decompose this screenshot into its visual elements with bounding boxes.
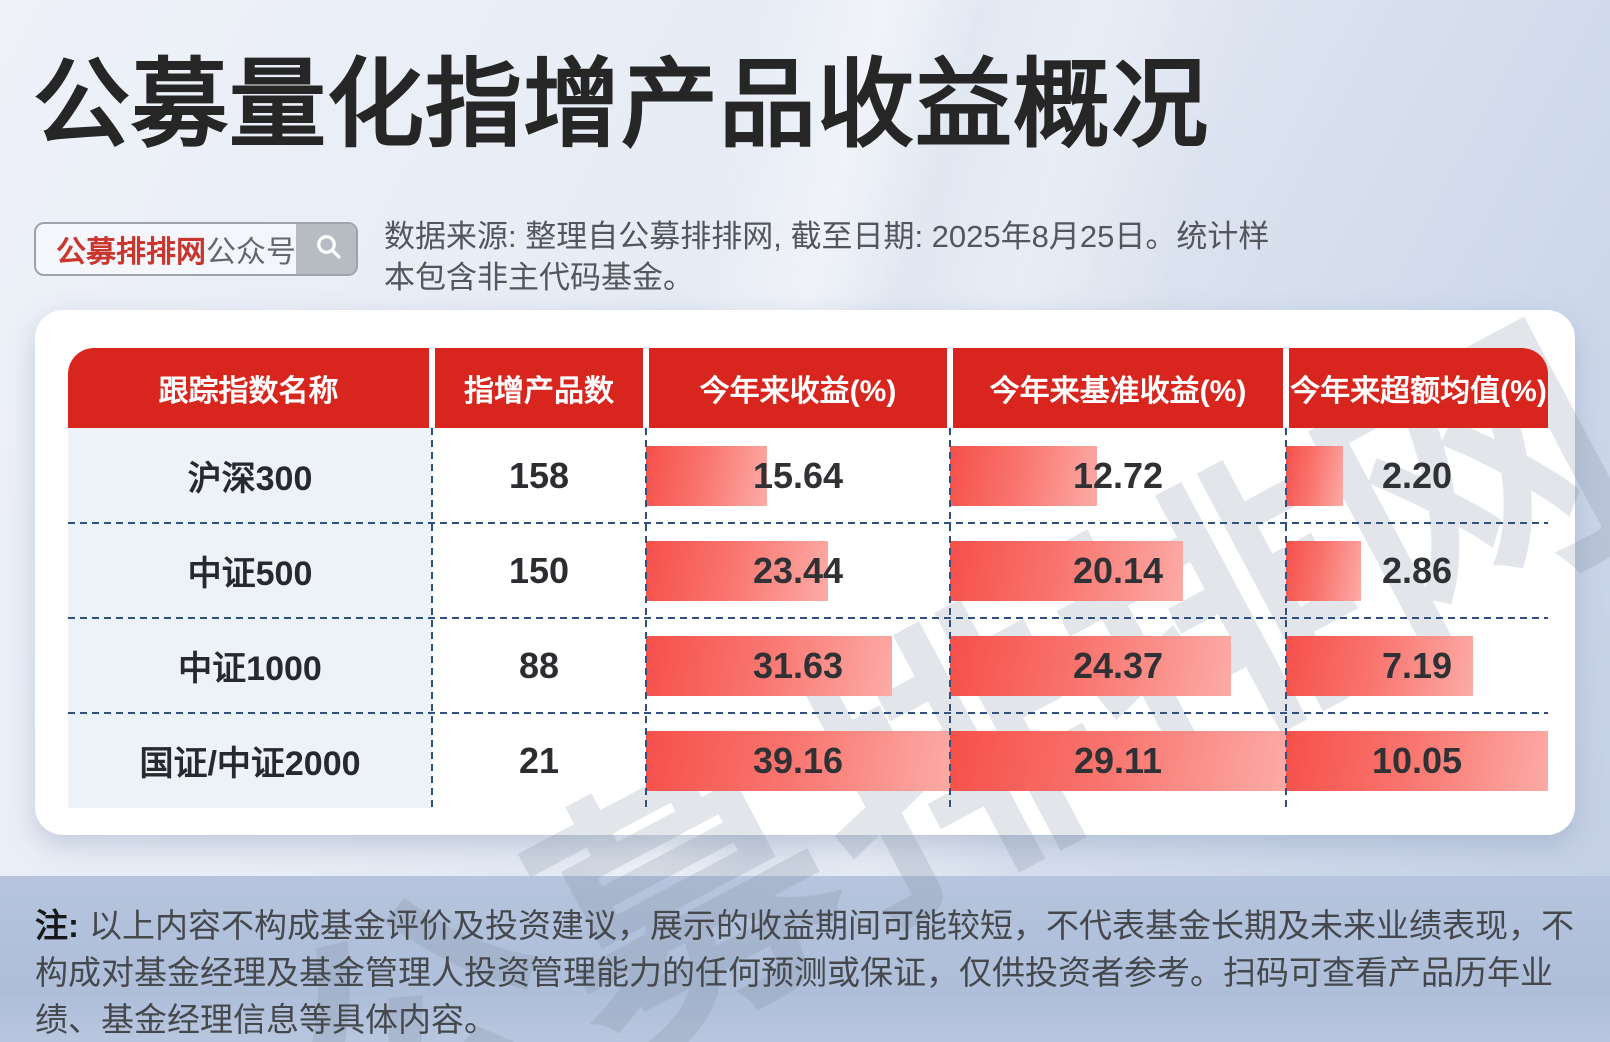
excess-return-cell: 7.19	[1286, 618, 1548, 713]
product-count-cell: 158	[432, 428, 646, 523]
search-button[interactable]	[296, 224, 356, 274]
benchmark-return-cell: 29.11	[950, 713, 1286, 808]
excess-return-bar	[1286, 635, 1474, 696]
excess-return-cell: 2.20	[1286, 428, 1548, 523]
benchmark-return-value: 20.14	[1072, 549, 1164, 591]
excess-return-cell: 10.05	[1286, 713, 1548, 808]
table-body: 沪深300 158 15.64 12.72 2.20 中证500 150 23.…	[68, 428, 1548, 808]
search-icon	[314, 232, 344, 267]
ytd-return-value: 31.63	[752, 644, 844, 686]
benchmark-return-bar	[950, 540, 1183, 601]
benchmark-return-cell: 24.37	[950, 618, 1286, 713]
benchmark-return-bar	[950, 445, 1097, 506]
ytd-return-value: 23.44	[752, 549, 844, 591]
ytd-return-cell: 39.16	[646, 713, 950, 808]
index-name: 国证/中证2000	[139, 745, 361, 783]
ytd-return-value: 39.16	[752, 739, 844, 781]
disclaimer-note: 注: 以上内容不构成基金评价及投资建议，展示的收益期间可能较短，不代表基金长期及未…	[35, 902, 1583, 1042]
benchmark-return-cell: 12.72	[950, 428, 1286, 523]
disclaimer-text: 以上内容不构成基金评价及投资建议，展示的收益期间可能较短，不代表基金长期及未来业…	[35, 907, 1574, 1038]
benchmark-return-value: 12.72	[1072, 454, 1164, 496]
product-count: 88	[518, 644, 560, 686]
index-name: 中证500	[187, 555, 313, 593]
col-header-index-name: 跟踪指数名称	[68, 348, 429, 428]
excess-return-value: 2.20	[1381, 454, 1453, 496]
row-divider	[68, 712, 1548, 714]
excess-return-bar	[1286, 445, 1344, 506]
col-header-product-count: 指增产品数	[435, 348, 643, 428]
ytd-return-cell: 15.64	[646, 428, 950, 523]
returns-table: 跟踪指数名称 指增产品数 今年来收益(%) 今年来基准收益(%) 今年来超额均值…	[68, 348, 1548, 808]
footer-band	[0, 876, 1610, 1042]
excess-return-value: 7.19	[1381, 644, 1453, 686]
ytd-return-bar	[646, 445, 768, 506]
product-count-cell: 21	[432, 713, 646, 808]
excess-return-bar	[1286, 730, 1548, 791]
table-row: 中证500 150 23.44 20.14 2.86	[68, 523, 1548, 618]
benchmark-return-value: 29.11	[1073, 739, 1163, 781]
product-count: 158	[508, 454, 570, 496]
col-header-benchmark: 今年来基准收益(%)	[953, 348, 1283, 428]
data-source-note: 数据来源: 整理自公募排排网, 截至日期: 2025年8月25日。统计样 本包含…	[384, 216, 1269, 298]
data-source-line-1: 数据来源: 整理自公募排排网, 截至日期: 2025年8月25日。统计样	[384, 219, 1270, 254]
benchmark-return-value: 24.37	[1072, 644, 1164, 686]
table-row: 沪深300 158 15.64 12.72 2.20	[68, 428, 1548, 523]
row-divider	[68, 617, 1548, 619]
excess-return-bar	[1286, 540, 1361, 601]
brand-name: 公募排排网	[56, 236, 206, 269]
data-source-line-2: 本包含非主代码基金。	[384, 260, 694, 295]
ytd-return-bar	[646, 730, 950, 791]
col-header-excess: 今年来超额均值(%)	[1289, 348, 1548, 428]
table-header-row: 跟踪指数名称 指增产品数 今年来收益(%) 今年来基准收益(%) 今年来超额均值…	[68, 348, 1548, 428]
account-suffix: 公众号	[206, 236, 296, 269]
product-count: 21	[518, 739, 560, 781]
index-name-cell: 沪深300	[68, 428, 432, 523]
benchmark-return-bar	[950, 635, 1232, 696]
excess-return-value: 10.05	[1371, 739, 1463, 781]
product-count-cell: 150	[432, 523, 646, 618]
ytd-return-cell: 31.63	[646, 618, 950, 713]
table-card: 跟踪指数名称 指增产品数 今年来收益(%) 今年来基准收益(%) 今年来超额均值…	[35, 310, 1575, 835]
index-name-cell: 国证/中证2000	[68, 713, 432, 808]
disclaimer-label: 注:	[35, 907, 79, 944]
page-title: 公募量化指增产品收益概况	[33, 50, 1209, 159]
col-header-ytd-return: 今年来收益(%)	[649, 348, 947, 428]
row-divider	[68, 522, 1548, 524]
index-name-cell: 中证500	[68, 523, 432, 618]
excess-return-cell: 2.86	[1286, 523, 1548, 618]
index-name: 中证1000	[178, 650, 322, 688]
ytd-return-bar	[646, 635, 892, 696]
product-count: 150	[508, 549, 570, 591]
table-row: 国证/中证2000 21 39.16 29.11 10.05	[68, 713, 1548, 808]
index-name: 沪深300	[187, 460, 313, 498]
benchmark-return-cell: 20.14	[950, 523, 1286, 618]
index-name-cell: 中证1000	[68, 618, 432, 713]
ytd-return-value: 15.64	[752, 454, 844, 496]
search-pill-text: 公募排排网公众号	[36, 227, 296, 271]
ytd-return-cell: 23.44	[646, 523, 950, 618]
table-row: 中证1000 88 31.63 24.37 7.19	[68, 618, 1548, 713]
product-count-cell: 88	[432, 618, 646, 713]
benchmark-return-bar	[950, 730, 1286, 791]
ytd-return-bar	[646, 540, 829, 601]
excess-return-value: 2.86	[1381, 549, 1453, 591]
wechat-search-pill[interactable]: 公募排排网公众号	[34, 222, 358, 276]
